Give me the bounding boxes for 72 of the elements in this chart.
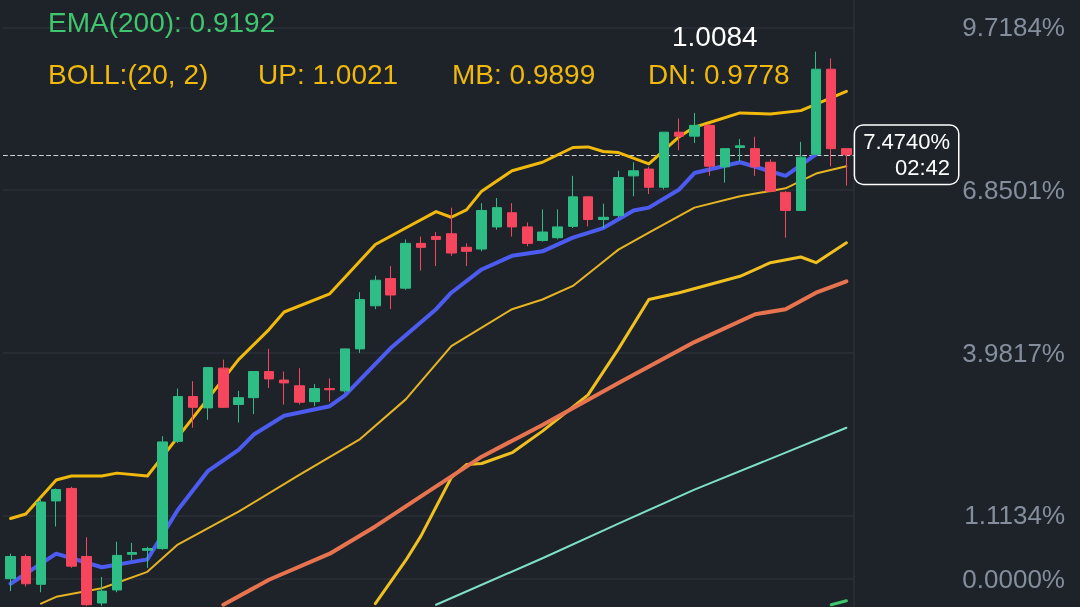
candlestick [431, 231, 441, 267]
candlestick [796, 141, 806, 211]
y-tick-label: 3.9817% [962, 337, 1065, 368]
candlestick [841, 148, 852, 186]
candlestick [173, 388, 183, 444]
candlestick [127, 542, 137, 561]
candlestick [735, 138, 745, 162]
text: 02:42 [894, 155, 950, 181]
candlestick [233, 390, 244, 424]
line-series [373, 241, 848, 606]
candlestick [461, 242, 472, 267]
candlestick [188, 380, 198, 429]
candlestick [81, 536, 92, 607]
y-tick-label: 0.0000% [962, 563, 1065, 594]
annotation: 1.0084 [672, 20, 758, 52]
candlestick [400, 238, 411, 291]
candlestick [309, 383, 320, 407]
candlestick [248, 371, 259, 415]
candlestick [826, 57, 836, 167]
candlestick [66, 486, 77, 569]
candlestick [157, 435, 168, 551]
candlestick [264, 348, 274, 389]
candlestick [720, 148, 730, 184]
candlestick [492, 197, 502, 231]
line-series [435, 426, 848, 606]
ref-line-label: 7.4740% [863, 129, 950, 155]
annotation: EMA(200): 0.9192 [48, 6, 276, 38]
candlestick [142, 546, 153, 569]
candlestick [51, 487, 61, 527]
candlestick [659, 131, 669, 190]
candlestick [416, 236, 426, 272]
annotation: BOLL:(20, 2) [48, 58, 209, 90]
candlestick [385, 265, 396, 310]
candlestick [765, 158, 776, 193]
candlestick [21, 553, 31, 588]
candlestick [689, 112, 700, 144]
candlestick [324, 377, 335, 403]
candlestick [704, 123, 715, 177]
candlestick [97, 576, 107, 607]
candlestick [203, 367, 213, 421]
candlestick [750, 136, 760, 177]
candlestick [598, 203, 609, 229]
candlestick [522, 221, 533, 247]
candlestick [218, 359, 229, 409]
line-series [221, 279, 849, 607]
y-tick-label: 6.8501% [962, 175, 1065, 206]
candlestick [112, 541, 122, 593]
candlestick [5, 553, 16, 592]
candlestick [370, 275, 381, 310]
annotation: UP: 1.0021 [258, 58, 399, 90]
y-tick-label: 9.7184% [962, 12, 1065, 43]
candlestick [36, 497, 46, 593]
candlestick [583, 195, 593, 227]
candlestick [294, 367, 305, 405]
candlestick [613, 170, 624, 218]
candlestick [279, 371, 289, 405]
candlestick [340, 348, 350, 394]
candlestick [628, 161, 639, 197]
candlestick [780, 190, 791, 239]
candlestick [355, 291, 365, 354]
candlestick [552, 208, 563, 240]
candlestick [674, 118, 684, 151]
candlestick [446, 207, 457, 257]
candlestick [476, 202, 487, 252]
candlestick [507, 202, 517, 238]
candlestick [644, 166, 654, 195]
annotation: MB: 0.9899 [452, 58, 596, 90]
candlestick [568, 175, 578, 229]
candlestick [537, 208, 548, 243]
y-tick-label: 1.1134% [964, 500, 1065, 531]
candlestick [811, 51, 821, 155]
annotation: DN: 0.9778 [648, 58, 790, 90]
